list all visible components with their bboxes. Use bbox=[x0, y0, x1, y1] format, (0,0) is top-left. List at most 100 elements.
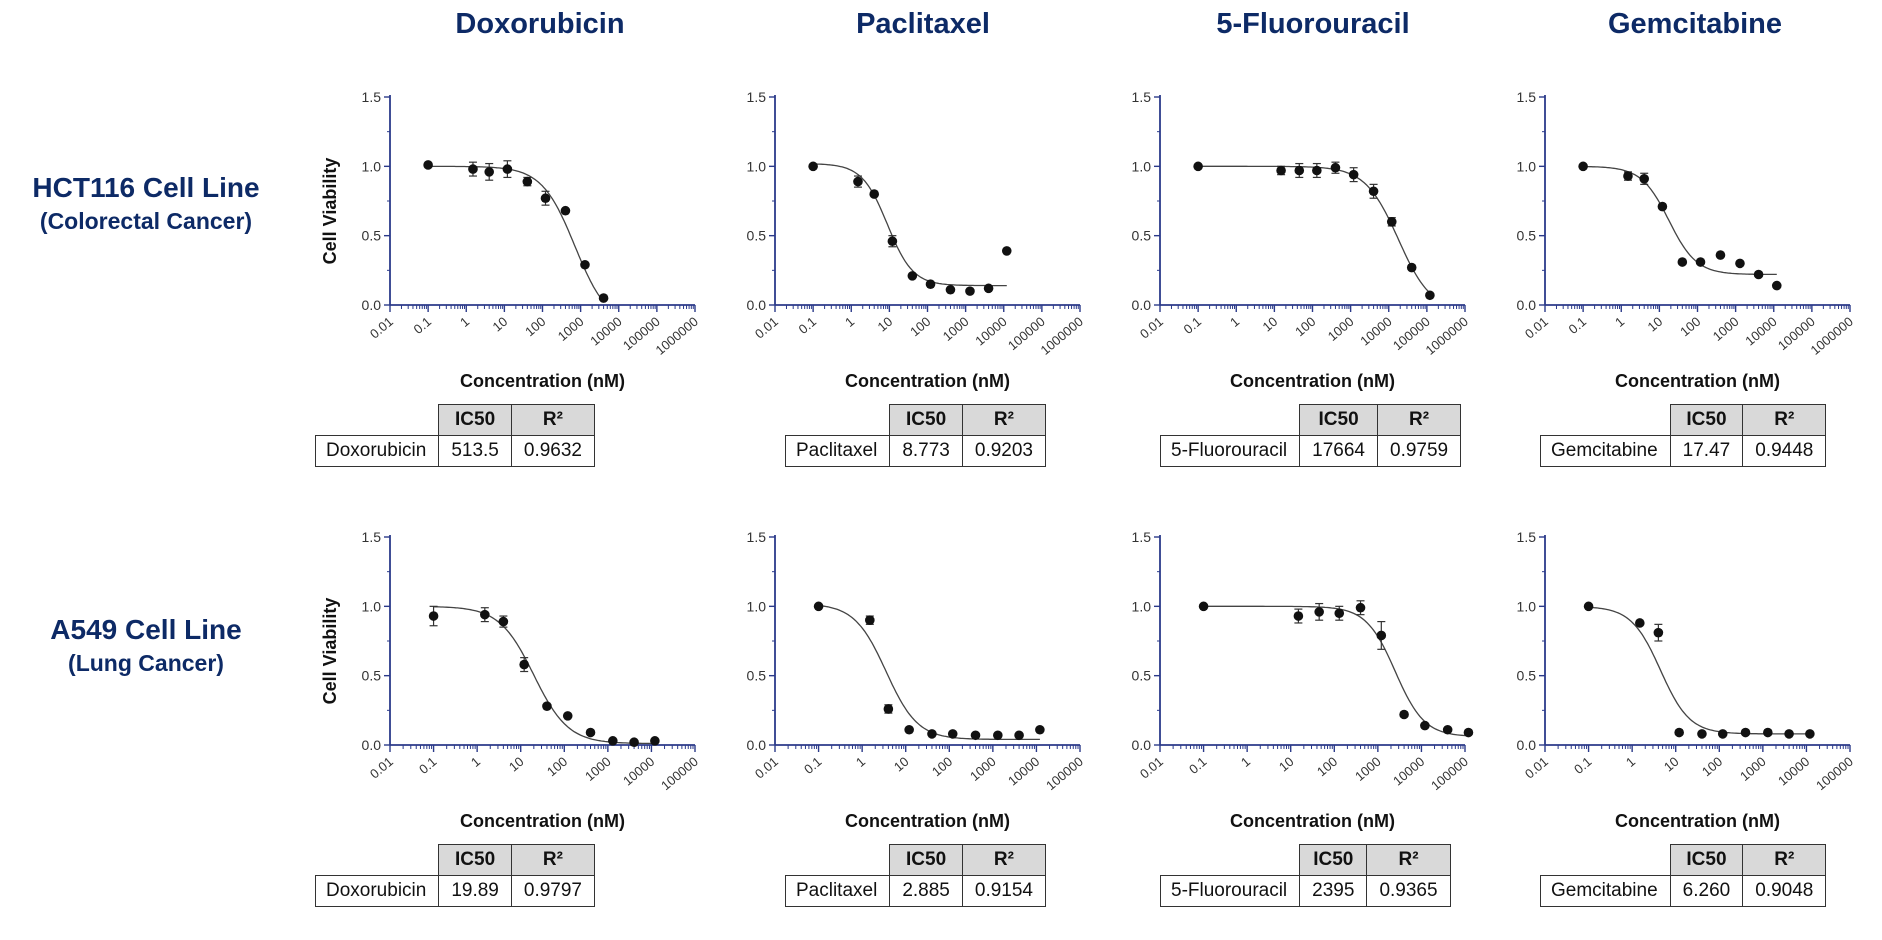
data-point bbox=[522, 176, 533, 187]
data-point bbox=[1763, 727, 1773, 738]
x-tick-label: 0.1 bbox=[416, 754, 439, 777]
data-point bbox=[580, 259, 590, 270]
y-tick-label: 0.0 bbox=[1132, 737, 1152, 753]
data-point bbox=[1635, 618, 1645, 628]
y-tick-label: 1.5 bbox=[1517, 529, 1537, 545]
x-tick-label: 1000000 bbox=[653, 314, 701, 358]
r2-value: 0.9154 bbox=[961, 875, 1047, 907]
table-corner bbox=[1541, 405, 1671, 436]
y-tick-label: 1.5 bbox=[747, 529, 767, 545]
y-tick-label: 0.5 bbox=[1132, 228, 1152, 244]
data-point bbox=[1623, 171, 1633, 181]
ic50-table: IC50 R² 5-Fluorouracil 2395 0.9365 bbox=[1159, 844, 1451, 907]
x-axis-label: Concentration (nM) bbox=[1230, 371, 1395, 391]
data-point bbox=[993, 730, 1003, 741]
drug-name-cell: Paclitaxel bbox=[784, 875, 891, 907]
y-tick-label: 0.0 bbox=[747, 297, 767, 313]
y-tick-label: 1.0 bbox=[1517, 158, 1537, 174]
x-tick-label: 0.1 bbox=[1571, 754, 1594, 777]
data-point bbox=[1376, 630, 1387, 641]
data-point bbox=[629, 737, 639, 748]
data-point bbox=[1312, 165, 1322, 176]
data-point bbox=[904, 724, 914, 735]
x-tick-label: 1000000 bbox=[1038, 314, 1086, 358]
chart-panel-a549-gemcitabine: 0.01 0.1 1 10 100 1000 10000 100000 0.0 0.5 1.0 1.5… bbox=[1470, 520, 1860, 940]
column-title-gemcitabine: Gemcitabine bbox=[1607, 8, 1783, 40]
y-tick-label: 0.0 bbox=[1517, 737, 1537, 753]
ic50-value: 8.773 bbox=[889, 435, 963, 467]
r2-value: 0.9448 bbox=[1742, 435, 1827, 467]
data-point bbox=[1001, 246, 1012, 256]
x-tick-label: 0.01 bbox=[1522, 754, 1551, 782]
x-axis-label: Concentration (nM) bbox=[1615, 811, 1780, 831]
x-tick-label: 10 bbox=[875, 314, 896, 335]
dose-response-chart: 0.01 0.1 1 10 100 1000 10000 100000 0.0 0.5 1.0 1.5… bbox=[1517, 529, 1856, 831]
x-tick-label: 1000 bbox=[555, 314, 587, 344]
data-point bbox=[560, 205, 571, 216]
column-title-doxorubicin: Doxorubicin bbox=[455, 8, 625, 40]
drug-name-cell: Gemcitabine bbox=[1540, 875, 1671, 907]
y-tick-label: 0.5 bbox=[747, 228, 767, 244]
x-tick-label: 10 bbox=[490, 314, 511, 335]
data-point bbox=[502, 164, 513, 174]
data-point bbox=[1420, 720, 1430, 731]
data-point bbox=[983, 283, 994, 294]
x-tick-label: 100000 bbox=[1813, 754, 1856, 793]
table-corner bbox=[786, 845, 890, 876]
data-point bbox=[1406, 262, 1417, 273]
x-tick-label: 100 bbox=[907, 314, 933, 339]
data-point bbox=[480, 609, 490, 620]
data-point bbox=[1657, 201, 1668, 212]
y-tick-label: 0.5 bbox=[747, 668, 767, 684]
x-tick-label: 100000 bbox=[658, 754, 701, 793]
data-point bbox=[887, 236, 898, 247]
x-tick-label: 1000 bbox=[1325, 314, 1357, 344]
data-point bbox=[1653, 627, 1664, 638]
y-tick-label: 1.5 bbox=[362, 529, 382, 545]
x-tick-label: 0.1 bbox=[1186, 754, 1209, 777]
y-tick-label: 1.0 bbox=[1132, 158, 1152, 174]
drug-name-cell: 5-Fluorouracil bbox=[1159, 435, 1301, 467]
data-point bbox=[540, 193, 551, 204]
data-point bbox=[813, 601, 824, 612]
data-point bbox=[484, 167, 495, 177]
ic50-value: 19.89 bbox=[438, 875, 512, 907]
x-tick-label: 1000000 bbox=[1423, 314, 1471, 358]
x-tick-label: 1 bbox=[1238, 754, 1253, 770]
ic50-header: IC50 bbox=[1669, 844, 1744, 876]
x-tick-label: 10000 bbox=[1742, 314, 1779, 349]
x-tick-label: 100 bbox=[1699, 754, 1725, 779]
data-point bbox=[428, 611, 439, 621]
r2-header: R² bbox=[1742, 404, 1827, 436]
y-tick-label: 0.0 bbox=[362, 737, 382, 753]
ic50-value: 2395 bbox=[1299, 875, 1368, 907]
data-point bbox=[1740, 727, 1751, 738]
data-point bbox=[947, 729, 958, 739]
r2-header: R² bbox=[510, 404, 596, 436]
x-tick-label: 10000 bbox=[1390, 754, 1427, 789]
data-point bbox=[1674, 727, 1684, 738]
ic50-value: 2.885 bbox=[889, 875, 963, 907]
x-tick-label: 1 bbox=[468, 754, 483, 770]
x-tick-label: 0.01 bbox=[1137, 314, 1166, 342]
y-tick-label: 0.0 bbox=[747, 737, 767, 753]
x-tick-label: 10 bbox=[1645, 314, 1666, 335]
chart-panel-hct116-5-fluorouracil: 0.01 0.1 1 10 100 1000 10000 100000 1000000 0.0 0.… bbox=[1085, 80, 1475, 500]
data-point bbox=[1697, 729, 1707, 739]
x-tick-label: 0.01 bbox=[367, 314, 396, 342]
data-point bbox=[925, 279, 936, 289]
data-point bbox=[1386, 217, 1397, 227]
x-tick-label: 0.1 bbox=[801, 754, 824, 777]
data-point bbox=[1715, 250, 1726, 260]
data-point bbox=[1805, 729, 1815, 739]
x-tick-label: 1000000 bbox=[1808, 314, 1856, 358]
x-tick-label: 10000 bbox=[972, 314, 1009, 349]
r2-header: R² bbox=[1742, 844, 1827, 876]
row-title-line2: (Colorectal Cancer) bbox=[39, 208, 253, 234]
ic50-header: IC50 bbox=[438, 844, 512, 876]
r2-value: 0.9048 bbox=[1742, 875, 1827, 907]
x-tick-label: 100 bbox=[1677, 314, 1703, 339]
y-tick-label: 1.5 bbox=[1132, 529, 1152, 545]
ic50-header: IC50 bbox=[1299, 404, 1378, 436]
data-point bbox=[1442, 724, 1453, 735]
